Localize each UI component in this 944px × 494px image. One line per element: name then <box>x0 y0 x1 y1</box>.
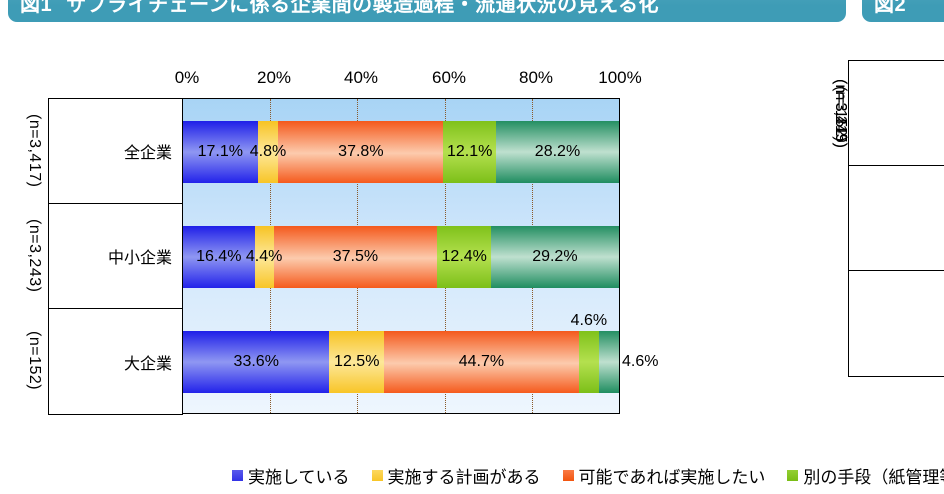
figure2-plot-region: (n=3,419) 全企業 (n=3,245) 中小企業 (n=152) 大企業 <box>832 60 944 378</box>
bar-segment-2-2[interactable]: 44.7% <box>383 331 579 393</box>
stacked-bar-0: 17.1% 4.8% 37.8% 12.1% 28.2% <box>183 121 619 183</box>
legend-swatch-icon-1 <box>371 469 383 481</box>
category-label-table: 全企業 中小企業 大企業 <box>48 98 183 415</box>
figure2-category-row-1: (n=3,245) 中小企業 <box>832 79 944 271</box>
category-label-2: 大企業 <box>123 355 172 373</box>
bar-segment-1-0[interactable]: 16.4% <box>183 226 255 288</box>
bar-value-0-1: 4.8% <box>249 143 287 160</box>
bar-row-2: 33.6% 12.5% 44.7% 4.6% 4.6% <box>183 309 658 414</box>
bar-segment-2-4[interactable]: 4.6% <box>598 331 658 393</box>
x-tick-1: 20% <box>256 68 292 87</box>
category-label-0: 全企業 <box>123 145 172 162</box>
legend-item-3[interactable]: 別の手段（紙管理等 <box>787 463 944 488</box>
bar-value-1-0: 16.4% <box>196 248 242 265</box>
figure1-number: 図1 <box>20 0 53 16</box>
figure2-category-row-0: (n=3,419) 全企業 <box>832 61 944 166</box>
category-row-0: 全企業 <box>49 99 182 204</box>
bar-segment-1-1[interactable]: 4.4% <box>246 226 282 288</box>
bar-value-2-1: 12.5% <box>334 353 380 370</box>
chart-legend: 実施している 実施する計画がある 可能であれば実施したい 別の手段（紙管理等 <box>0 458 944 492</box>
plot-region: (n=3,417) (n=3,243) (n=152) 全企業 中小企業 大企業… <box>0 98 658 416</box>
bar-segment-2-0[interactable]: 33.6% <box>183 331 330 393</box>
legend-swatch-icon-0 <box>232 469 243 481</box>
bar-value-1-1: 4.4% <box>245 248 283 265</box>
bar-segment-1-4[interactable]: 29.2% <box>491 226 619 288</box>
figure2-number: 図2 <box>874 0 907 16</box>
bar-value-2-2: 44.7% <box>458 353 505 370</box>
figure1-header-banner: 図1 サプライチェーンに係る企業間の製造過程・流通状況の見える化 <box>8 0 846 22</box>
bar-segment-1-3[interactable]: 12.4% <box>437 226 492 288</box>
row-count-2: (n=152) <box>26 330 43 391</box>
legend-item-1[interactable]: 実施する計画がある <box>371 463 541 488</box>
legend-item-0[interactable]: 実施している <box>232 463 350 488</box>
legend-label-2: 可能であれば実施したい <box>578 467 766 487</box>
row-count-0: (n=3,417) <box>26 113 43 188</box>
bar-row-1: 16.4% 4.4% 37.5% 12.4% 29.2% <box>183 204 619 309</box>
x-tick-2: 40% <box>343 68 379 87</box>
figure2-header-banner: 図2 <box>862 0 944 22</box>
figure2-row-count-2: (n=152) <box>832 85 849 142</box>
bar-value-2-3: 4.6% <box>570 312 608 329</box>
x-tick-3: 60% <box>431 68 467 87</box>
figure2-row-count-1: (n=3,245) <box>832 79 849 148</box>
bar-segment-0-0[interactable]: 17.1% <box>183 121 258 183</box>
bar-segment-0-2[interactable]: 37.8% <box>278 121 444 183</box>
figure1-title: サプライチェーンに係る企業間の製造過程・流通状況の見える化 <box>66 0 660 16</box>
bar-value-1-3: 12.4% <box>441 248 487 265</box>
legend-item-2[interactable]: 可能であれば実施したい <box>562 463 766 488</box>
x-axis-tick-labels: 0% 20% 40% 60% 80% 100% <box>0 60 642 98</box>
bar-value-0-0: 17.1% <box>197 143 243 160</box>
bar-value-2-0: 33.6% <box>233 353 279 370</box>
bar-value-0-3: 12.1% <box>446 143 493 160</box>
stacked-bar-2: 33.6% 12.5% 44.7% 4.6% 4.6% <box>183 312 658 393</box>
figure2-row-count-0: (n=3,419) <box>832 79 849 148</box>
figure2-category-row-2: (n=152) 大企業 <box>832 86 944 376</box>
bar-segment-1-2[interactable]: 37.5% <box>273 226 438 288</box>
bar-segment-2-3[interactable]: 4.6% <box>571 312 607 393</box>
bar-segment-0-4[interactable]: 28.2% <box>496 121 619 183</box>
bar-segment-0-1[interactable]: 4.8% <box>250 121 286 183</box>
category-row-1: 中小企業 <box>49 204 182 309</box>
bar-segment-0-3[interactable]: 12.1% <box>443 121 497 183</box>
bar-value-2-4: 4.6% <box>621 353 659 370</box>
legend-swatch-icon-3 <box>787 469 799 481</box>
x-tick-0: 0% <box>174 68 200 87</box>
legend-swatch-icon-2 <box>562 469 574 481</box>
bar-value-1-4: 29.2% <box>532 248 578 265</box>
stacked-bar-plot: 17.1% 4.8% 37.8% 12.1% 28.2% 16.4% 4.4% … <box>183 98 658 414</box>
bar-value-0-4: 28.2% <box>534 143 581 160</box>
bar-value-1-2: 37.5% <box>332 248 379 265</box>
legend-label-0: 実施している <box>248 467 350 487</box>
bar-segment-2-1[interactable]: 12.5% <box>329 331 384 393</box>
legend-label-3: 別の手段（紙管理等 <box>803 467 944 487</box>
bar-value-0-2: 37.8% <box>338 143 384 160</box>
category-row-2: 大企業 <box>49 309 182 414</box>
x-tick-4: 80% <box>518 68 554 87</box>
category-label-1: 中小企業 <box>107 250 172 267</box>
bar-row-0: 17.1% 4.8% 37.8% 12.1% 28.2% <box>183 99 619 204</box>
figure2-category-label-table: (n=3,419) 全企業 (n=3,245) 中小企業 (n=152) 大企業 <box>832 60 944 377</box>
row-count-1: (n=3,243) <box>26 218 43 293</box>
figure1-chart: 0% 20% 40% 60% 80% 100% (n=3,417) (n=3,2… <box>0 60 658 440</box>
stacked-bar-1: 16.4% 4.4% 37.5% 12.4% 29.2% <box>183 226 619 288</box>
x-tick-5: 100% <box>598 68 642 87</box>
figure2-chart: (n=3,419) 全企業 (n=3,245) 中小企業 (n=152) 大企業 <box>832 60 944 440</box>
legend-label-1: 実施する計画がある <box>387 467 541 487</box>
